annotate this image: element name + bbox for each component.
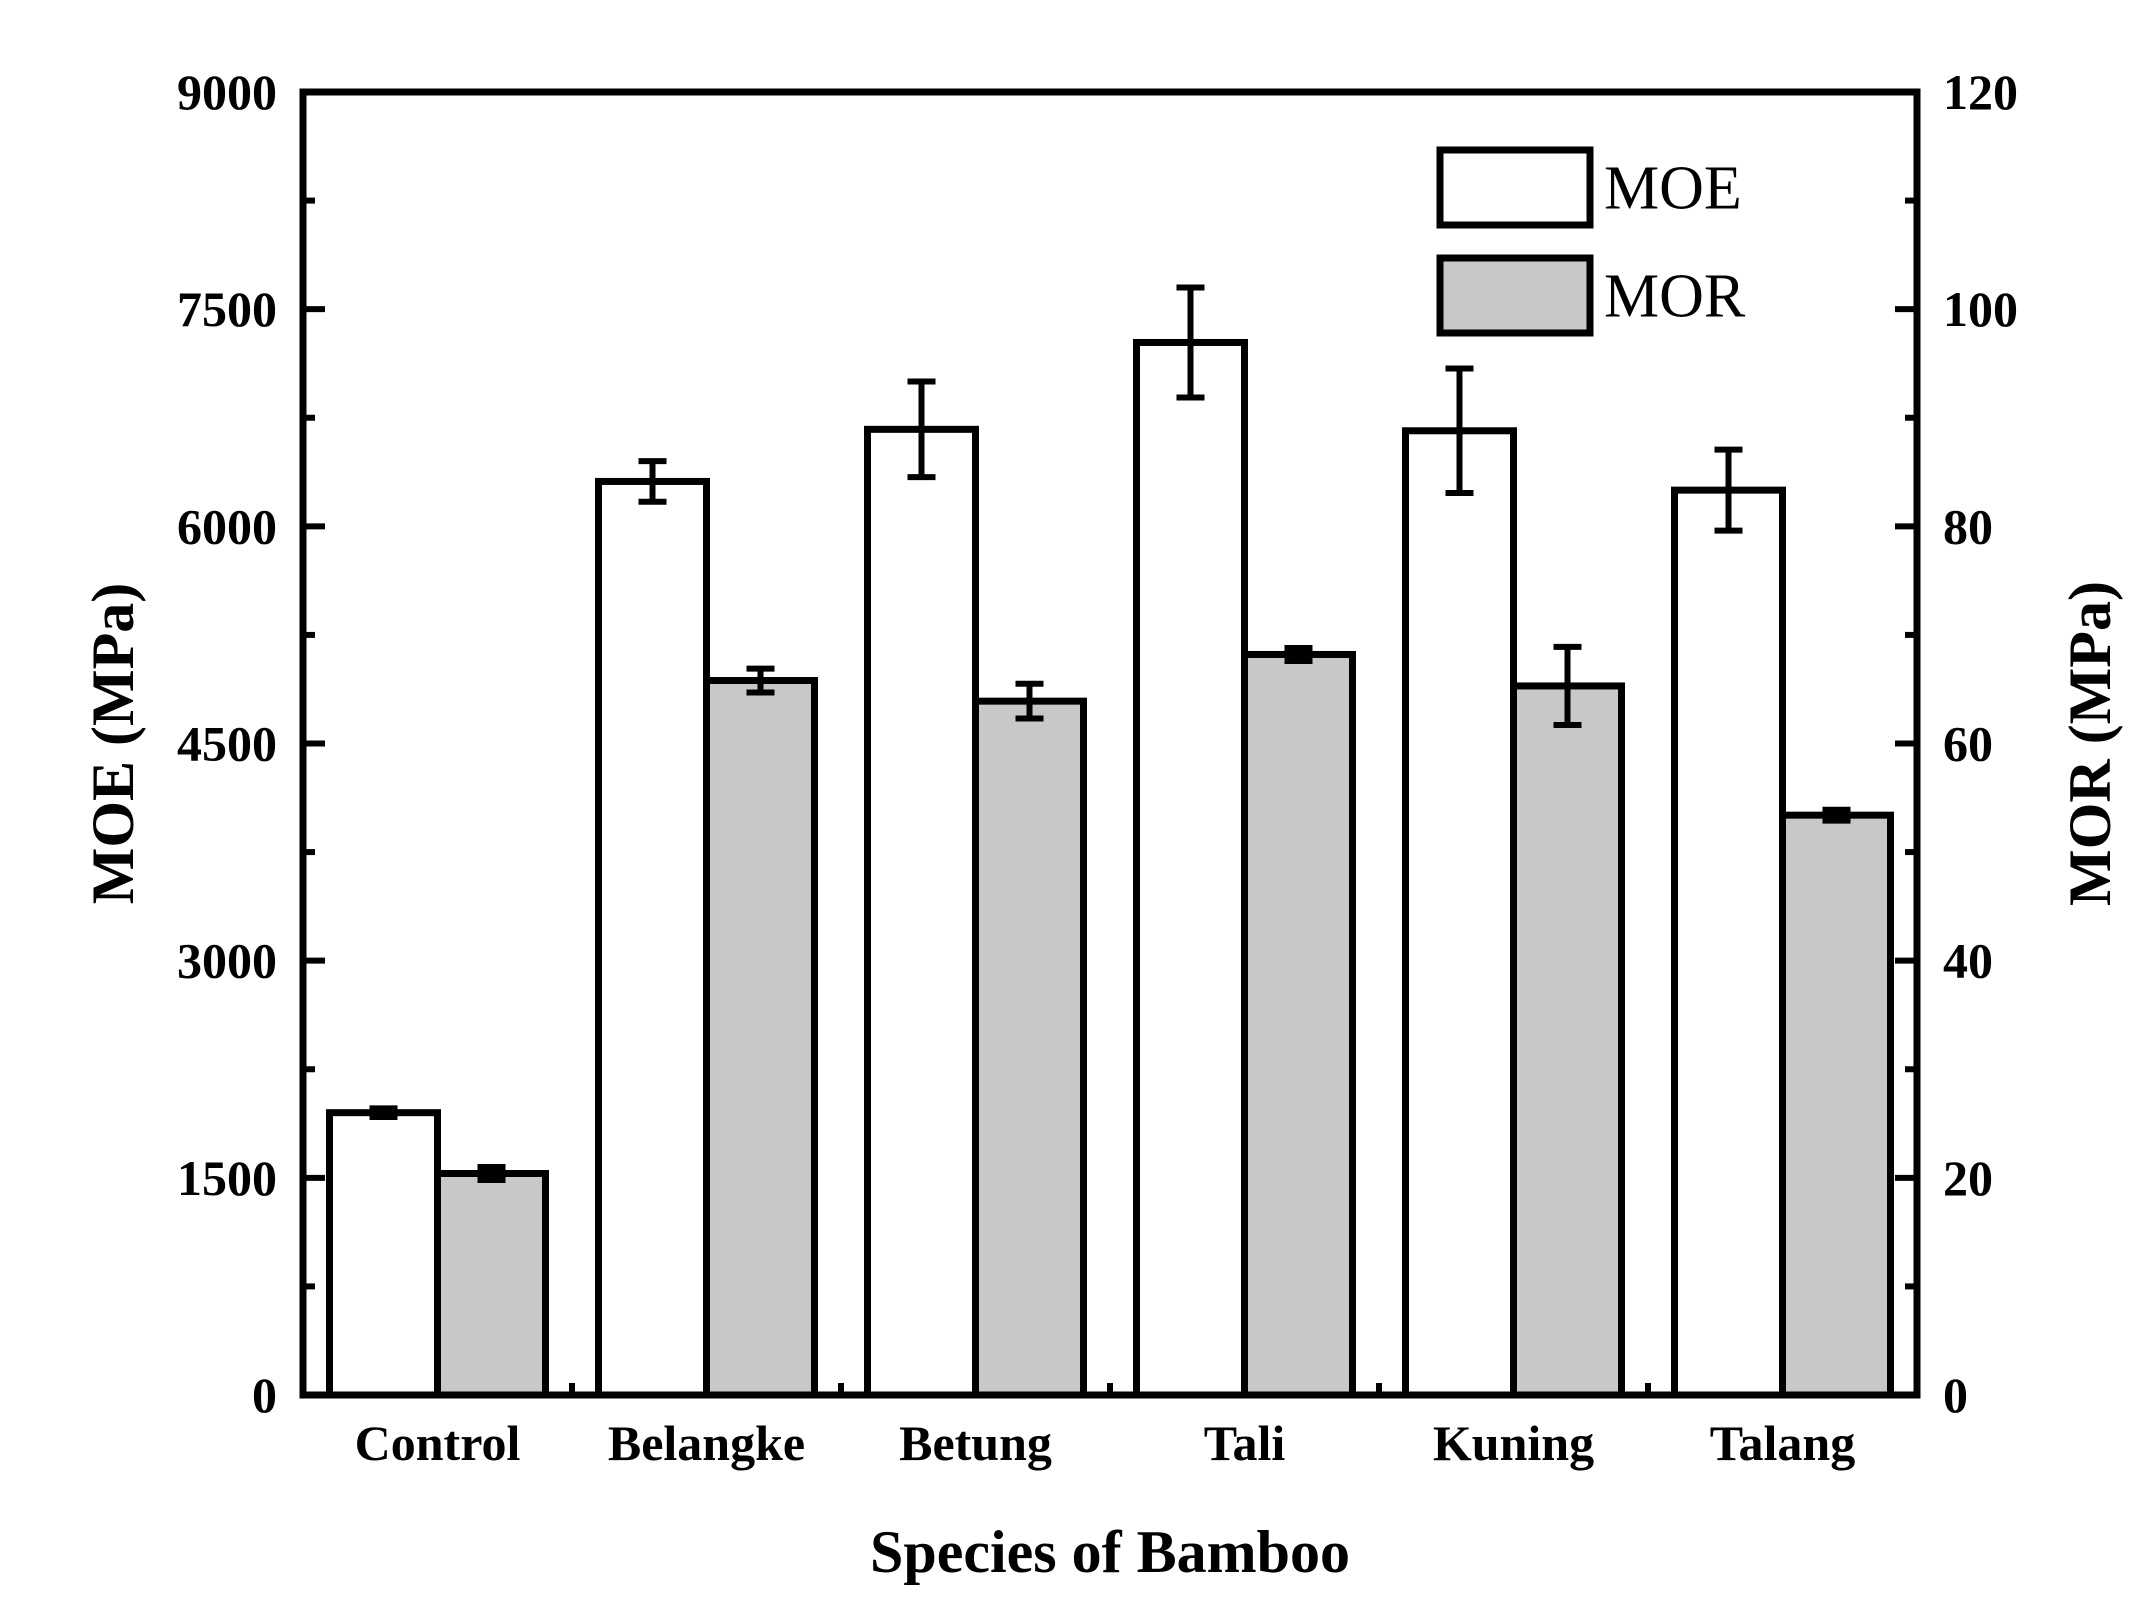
bar-moe-kuning [1402,427,1517,1399]
bar-mor-tali [1241,650,1356,1399]
legend: MOE MOR [1436,146,1746,337]
bar-moe-talang [1671,486,1786,1399]
y-right-tick-label: 80 [1943,498,1993,554]
y-right-axis-title: MOR (MPa) [2057,581,2123,906]
x-tick-label-tali: Tali [1204,1415,1286,1471]
bar-moe-betung [864,425,979,1399]
y-left-tick-label: 3000 [177,933,277,989]
axes-layer [299,88,1921,1399]
legend-label-moe: MOE [1604,155,1742,223]
legend-label-mor: MOR [1604,263,1746,331]
legend-swatch-mor [1436,254,1594,337]
bar-mor-kuning [1510,682,1625,1399]
y-right-tick-label: 60 [1943,716,1993,772]
y-right-tick-label: 120 [1943,64,2018,120]
y-left-axis-title: MOE (MPa) [80,583,146,905]
y-right-tick-label: 0 [1943,1367,1968,1423]
y-left-tick-label: 9000 [177,64,277,120]
y-right-tick-label: 100 [1943,281,2018,337]
bar-mor-talang [1779,811,1894,1399]
x-tick-label-belangke: Belangke [608,1415,805,1471]
labels-layer: 0 1500 3000 4500 6000 7500 9000 0 20 40 60 80 100 120… [80,64,2123,1585]
bar-mor-control [434,1169,549,1399]
x-tick-label-control: Control [355,1415,521,1471]
legend-swatch-moe [1436,146,1594,229]
x-tick-label-betung: Betung [899,1415,1052,1471]
y-right-tick-label: 40 [1943,933,1993,989]
bar-mor-betung [972,697,1087,1399]
y-left-tick-label: 7500 [177,281,277,337]
bar-mor-belangke [703,677,818,1399]
x-tick-label-talang: Talang [1710,1415,1855,1471]
bar-moe-control [326,1109,441,1399]
error-bars-layer [369,284,1851,1184]
x-tick-label-kuning: Kuning [1433,1415,1594,1471]
y-right-tick-label: 20 [1943,1150,1993,1206]
y-left-tick-label: 0 [252,1367,277,1423]
bar-moe-tali [1133,338,1248,1399]
y-left-tick-label: 1500 [177,1150,277,1206]
bars-layer [326,338,1894,1399]
bar-moe-belangke [595,477,710,1399]
x-axis-title: Species of Bamboo [870,1519,1350,1585]
y-left-tick-label: 4500 [177,716,277,772]
y-left-tick-label: 6000 [177,498,277,554]
